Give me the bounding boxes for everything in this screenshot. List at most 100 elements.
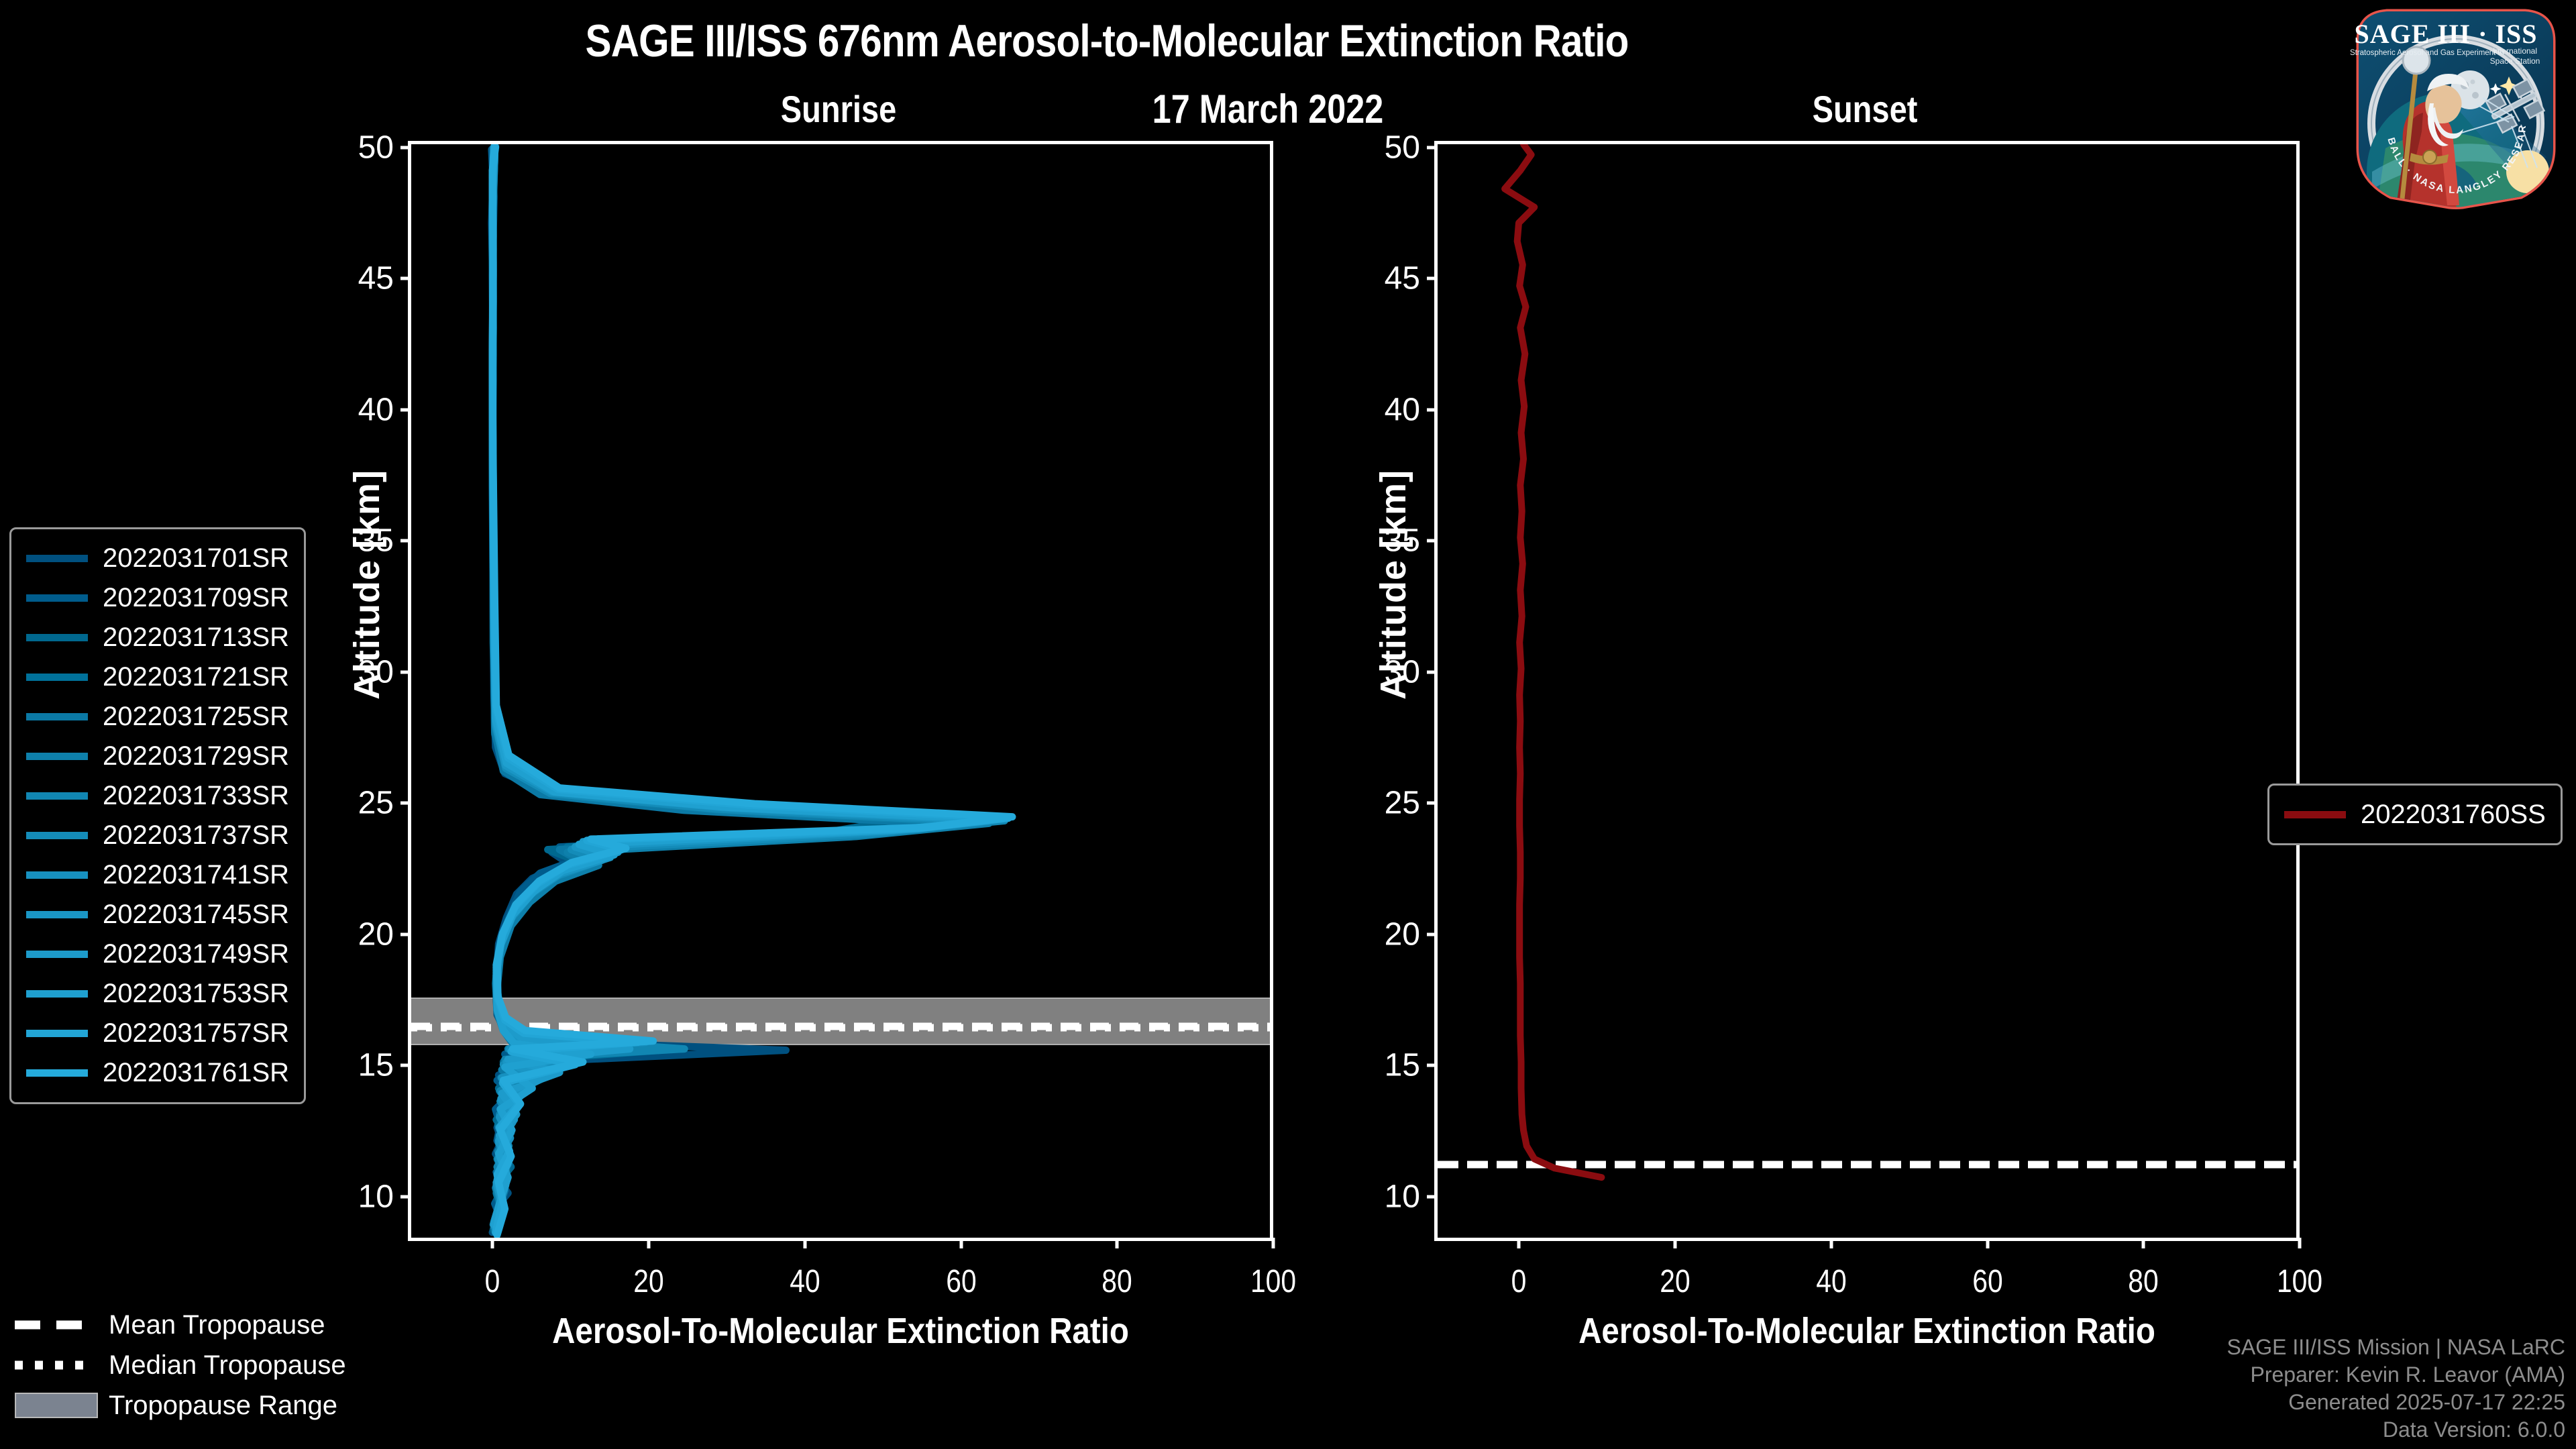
- legend-item-label: 2022031729SR: [103, 741, 290, 771]
- credits-block: SAGE III/ISS Mission | NASA LaRC Prepare…: [2227, 1334, 2565, 1444]
- x-axis-tick-label: 80: [1102, 1264, 1132, 1299]
- y-axis-tick-label: 20: [358, 916, 394, 953]
- legend-color-swatch: [26, 634, 88, 641]
- svg-text:SAGE III · ISS: SAGE III · ISS: [2354, 19, 2537, 49]
- y-axis-tick: [400, 276, 411, 280]
- legend-item-label: 2022031761SR: [103, 1058, 290, 1087]
- y-axis-tick: [1427, 932, 1438, 936]
- legend-item[interactable]: 2022031737SR: [26, 816, 289, 855]
- series-line: [488, 144, 1016, 1238]
- legend-item[interactable]: 2022031721SR: [26, 657, 289, 697]
- legend-item[interactable]: 2022031745SR: [26, 895, 289, 934]
- legend-item-label: 2022031713SR: [103, 623, 290, 652]
- x-axis-tick: [2298, 1238, 2302, 1248]
- y-axis-tick: [1427, 539, 1438, 543]
- x-axis-tick: [959, 1238, 963, 1248]
- tropopause-key-item: Median Tropopause: [15, 1345, 346, 1385]
- y-axis-tick: [400, 1195, 411, 1199]
- legend-item-label: 2022031737SR: [103, 820, 290, 850]
- legend-item[interactable]: 2022031709SR: [26, 578, 289, 618]
- x-axis-tick: [2141, 1238, 2145, 1248]
- legend-item[interactable]: 2022031749SR: [26, 934, 289, 974]
- y-axis-tick: [1427, 146, 1438, 150]
- legend-item[interactable]: 2022031713SR: [26, 618, 289, 657]
- page-title: SAGE III/ISS 676nm Aerosol-to-Molecular …: [585, 15, 1629, 66]
- legend-item-label: 2022031749SR: [103, 939, 290, 969]
- y-axis-tick: [400, 932, 411, 936]
- x-axis-tick: [490, 1238, 494, 1248]
- x-axis-tick-label: 80: [2128, 1264, 2159, 1299]
- legend-color-swatch: [26, 792, 88, 800]
- y-axis-tick: [1427, 276, 1438, 280]
- legend-item[interactable]: 2022031729SR: [26, 737, 289, 776]
- x-axis-tick-label: 60: [945, 1264, 977, 1299]
- mean-tropopause-line: [411, 1022, 1270, 1030]
- tropopause-key-item: Tropopause Range: [15, 1385, 346, 1426]
- y-axis-tick-label: 35: [358, 523, 394, 559]
- legend-item-label: 2022031745SR: [103, 900, 290, 929]
- legend-color-swatch: [26, 1030, 88, 1037]
- plot-area-sunrise: [411, 144, 1270, 1238]
- date-subtitle: 17 March 2022: [1152, 87, 1384, 131]
- y-axis-tick: [1427, 670, 1438, 674]
- legend-item-label: 2022031709SR: [103, 583, 290, 612]
- series-layer: [488, 144, 1016, 1238]
- series-line: [488, 144, 1012, 1236]
- y-axis-tick: [1427, 801, 1438, 805]
- y-axis-tick-label: 45: [358, 260, 394, 297]
- y-axis-tick-label: 10: [1384, 1179, 1420, 1215]
- tropopause-key-marker: [15, 1318, 95, 1332]
- x-axis-tick: [1517, 1238, 1521, 1248]
- y-axis-title-sunset: Altitude [km]: [1373, 470, 1413, 700]
- x-axis-tick-label: 0: [1511, 1264, 1527, 1299]
- x-axis-tick-label: 40: [1816, 1264, 1847, 1299]
- y-axis-tick: [400, 1063, 411, 1067]
- credits-line-2: Preparer: Kevin R. Leavor (AMA): [2250, 1362, 2566, 1387]
- plot-panel-sunset: 10 15 20 25 30 35 40 45 50 0 20 40 60 80 100 Aerosol-To…: [1385, 130, 2322, 1352]
- y-axis-tick-label: 20: [1384, 916, 1420, 953]
- y-axis-tick-label: 30: [1384, 654, 1420, 690]
- credits-line-3: Generated 2025-07-17 22:25: [2288, 1390, 2565, 1415]
- legend-color-swatch: [26, 753, 88, 760]
- y-axis-tick-label: 15: [1384, 1047, 1420, 1083]
- y-axis-tick: [400, 539, 411, 543]
- y-axis-tick: [1427, 1195, 1438, 1199]
- legend-item[interactable]: 2022031733SR: [26, 776, 289, 816]
- y-axis-tick-label: 15: [358, 1047, 394, 1083]
- legend-item-label: 2022031753SR: [103, 979, 290, 1008]
- tropopause-key-label: Mean Tropopause: [109, 1309, 325, 1340]
- legend-item[interactable]: 2022031753SR: [26, 974, 289, 1014]
- legend-item[interactable]: 2022031757SR: [26, 1014, 289, 1053]
- y-axis-title-sunrise: Altitude [km]: [347, 470, 387, 700]
- legend-item-label: 2022031725SR: [103, 702, 290, 731]
- x-axis-tick: [647, 1238, 651, 1248]
- legend-color-swatch: [26, 990, 88, 998]
- series-line: [1501, 144, 1605, 1181]
- x-axis-tick-label: 60: [1972, 1264, 2003, 1299]
- x-axis-tick: [1986, 1238, 1990, 1248]
- legend-item[interactable]: 2022031760SS: [2284, 795, 2546, 834]
- tropopause-key: Mean Tropopause Median Tropopause Tropopau…: [15, 1305, 346, 1426]
- legend-item[interactable]: 2022031725SR: [26, 697, 289, 737]
- y-axis-tick: [400, 801, 411, 805]
- x-axis-tick-label: 100: [1250, 1264, 1297, 1299]
- legend-sunset: 2022031760SS: [2267, 784, 2563, 845]
- tropopause-key-glyph: [15, 1320, 95, 1330]
- legend-item-label: 2022031760SS: [2361, 799, 2546, 829]
- svg-text:Space Station: Space Station: [2490, 56, 2540, 66]
- y-axis-tick: [400, 146, 411, 150]
- y-axis-tick-label: 50: [358, 129, 394, 166]
- legend-item[interactable]: 2022031761SR: [26, 1053, 289, 1093]
- legend-item-label: 2022031733SR: [103, 781, 290, 810]
- plot-panel-sunrise: 10 15 20 25 30 35 40 45 50 0 20 40 60 80 100 Aerosol-To…: [358, 130, 1296, 1352]
- legend-color-swatch: [26, 871, 88, 879]
- x-axis-tick: [1271, 1238, 1275, 1248]
- panel-title-sunset: Sunset: [1812, 88, 1918, 130]
- y-axis-tick-label: 30: [358, 654, 394, 690]
- legend-sunrise: 2022031701SR 2022031709SR 2022031713SR 2022…: [9, 527, 307, 1104]
- legend-item[interactable]: 2022031701SR: [26, 539, 289, 578]
- tropopause-key-item: Mean Tropopause: [15, 1305, 346, 1345]
- legend-item[interactable]: 2022031741SR: [26, 855, 289, 895]
- legend-color-swatch: [26, 594, 88, 602]
- legend-color-swatch: [26, 674, 88, 681]
